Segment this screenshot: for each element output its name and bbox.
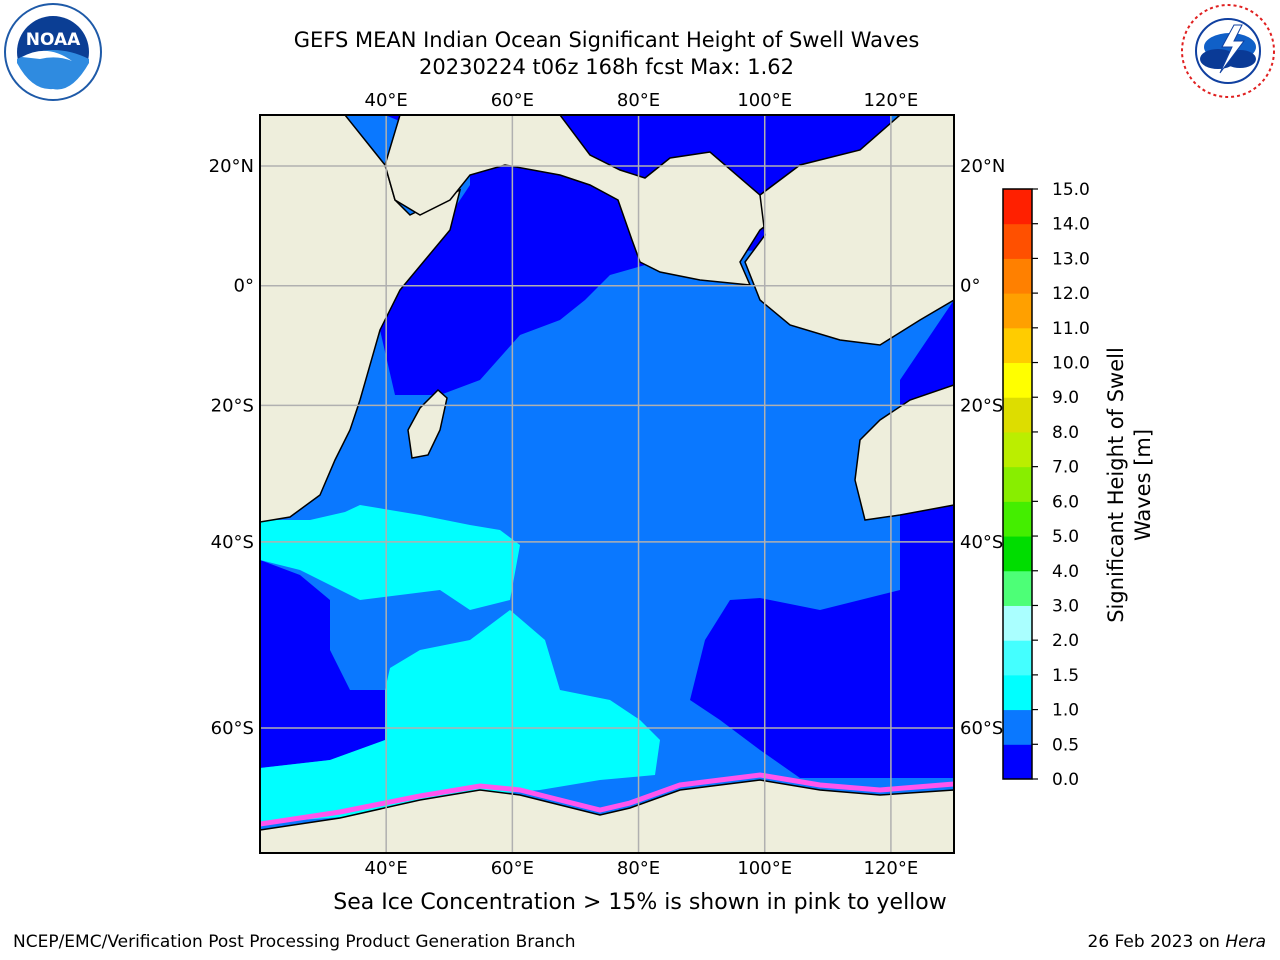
colorbar-tick-label: 13.0 <box>1052 249 1090 269</box>
lon-tick-top: 80°E <box>617 90 660 111</box>
colorbar-segment <box>1003 327 1032 364</box>
lon-tick-top: 120°E <box>864 90 919 111</box>
land-southeast-asia <box>744 115 954 346</box>
colorbar-segment <box>1003 466 1032 502</box>
colorbar-frame <box>1002 188 1033 780</box>
colorbar-tick-label: 2.0 <box>1052 631 1079 651</box>
colorbar-tick-label: 5.0 <box>1052 527 1079 547</box>
colorbar-segment <box>1003 640 1032 676</box>
colorbar-segment <box>1003 293 1032 329</box>
lat-tick-left: 40°S <box>211 532 254 553</box>
colorbar-tick-label: 0.5 <box>1052 735 1079 755</box>
ice-edge <box>260 772 954 827</box>
colorbar-title: Significant Height of Swell <box>1104 347 1128 623</box>
colorbar-tick-label: 10.0 <box>1052 354 1090 374</box>
colorbar-segment <box>1003 223 1032 259</box>
lat-tick-right: 60°S <box>960 718 1003 739</box>
footer-host: Hera <box>1225 932 1266 952</box>
lon-tick-top: 60°E <box>491 90 534 111</box>
colorbar-segment <box>1003 362 1032 398</box>
noaa-logo-text: NOAA <box>26 30 81 50</box>
colorbar-segment <box>1003 536 1032 572</box>
calm-southeast <box>690 300 954 778</box>
colorbar-tick-label: 6.0 <box>1052 492 1079 512</box>
calm-southwest <box>260 560 385 768</box>
sea-ice-caption: Sea Ice Concentration > 15% is shown in … <box>333 890 947 915</box>
map-gridlines <box>260 115 954 853</box>
colorbar-tick-label: 9.0 <box>1052 388 1079 408</box>
colorbar: 0.0 0.5 1.0 1.5 2.0 3.0 4.0 5.0 6.0 7.0 8.0 9.0 10.0… <box>1002 180 1155 790</box>
lon-tick-top: 40°E <box>365 90 408 111</box>
colorbar-tick-label: 4.0 <box>1052 562 1079 582</box>
calm-arabian-sea <box>380 115 890 395</box>
lat-tick-right: 0° <box>960 276 980 297</box>
colorbar-tick-label: 14.0 <box>1052 215 1090 235</box>
colorbar-segment <box>1003 397 1032 433</box>
land-arabia-india <box>384 115 782 286</box>
land-antarctica <box>260 779 954 853</box>
colorbar-segment <box>1003 709 1032 745</box>
colorbar-tick-label: 1.0 <box>1052 701 1079 721</box>
lon-tick-bottom: 120°E <box>864 858 919 879</box>
lat-tick-right: 40°S <box>960 532 1003 553</box>
colorbar-tick-label: 8.0 <box>1052 423 1079 443</box>
colorbar-segment <box>1003 501 1032 537</box>
colorbar-tick-label: 11.0 <box>1052 319 1090 339</box>
lon-tick-bottom: 100°E <box>737 858 792 879</box>
lat-tick-left: 20°S <box>211 395 254 416</box>
colorbar-tick-label: 7.0 <box>1052 458 1079 478</box>
colorbar-segment <box>1003 258 1032 294</box>
land-madagascar <box>407 388 448 459</box>
moderate-west-cyan <box>260 505 520 610</box>
map-subtitle: 20230224 t06z 168h fcst Max: 1.62 <box>419 55 794 79</box>
lat-tick-right: 20°N <box>960 156 1005 177</box>
map-title: GEFS MEAN Indian Ocean Significant Heigh… <box>293 28 920 52</box>
lon-tick-bottom: 40°E <box>365 858 408 879</box>
footer-date: 26 Feb 2023 on Hera <box>1088 932 1266 952</box>
colorbar-segment <box>1003 744 1032 780</box>
lat-tick-right: 20°S <box>960 395 1003 416</box>
colorbar-title-line2: Waves [m] <box>1131 429 1155 541</box>
moderate-south-cyan <box>260 610 660 822</box>
nws-logo <box>1181 4 1275 98</box>
colorbar-tick-label: 3.0 <box>1052 596 1079 616</box>
land-africa <box>260 115 462 523</box>
footer-organization: NCEP/EMC/Verification Post Processing Pr… <box>13 932 576 952</box>
colorbar-tick-label: 15.0 <box>1052 180 1090 200</box>
lon-tick-top: 100°E <box>737 90 792 111</box>
colorbar-tick-label: 12.0 <box>1052 284 1090 304</box>
map-axis-labels: 40°E 40°E 60°E 60°E 80°E 80°E 100°E 100°E 120°E 1… <box>209 90 1006 879</box>
colorbar-tick-label: 0.0 <box>1052 770 1079 790</box>
colorbar-segment <box>1003 674 1032 711</box>
colorbar-tick-label: 1.5 <box>1052 666 1079 686</box>
colorbar-segment <box>1003 570 1032 606</box>
lon-tick-bottom: 80°E <box>617 858 660 879</box>
footer-date-text: 26 Feb 2023 on <box>1087 932 1226 952</box>
colorbar-segment <box>1003 605 1032 641</box>
noaa-logo: NOAA <box>4 3 102 101</box>
colorbar-segment <box>1003 431 1032 468</box>
colorbar-segment <box>1003 189 1032 225</box>
lat-tick-left: 0° <box>234 276 254 297</box>
map-area <box>260 115 954 853</box>
land-australia <box>854 384 954 521</box>
lat-tick-left: 20°N <box>209 156 254 177</box>
lon-tick-bottom: 60°E <box>491 858 534 879</box>
map-frame <box>259 114 955 854</box>
lat-tick-left: 60°S <box>211 718 254 739</box>
